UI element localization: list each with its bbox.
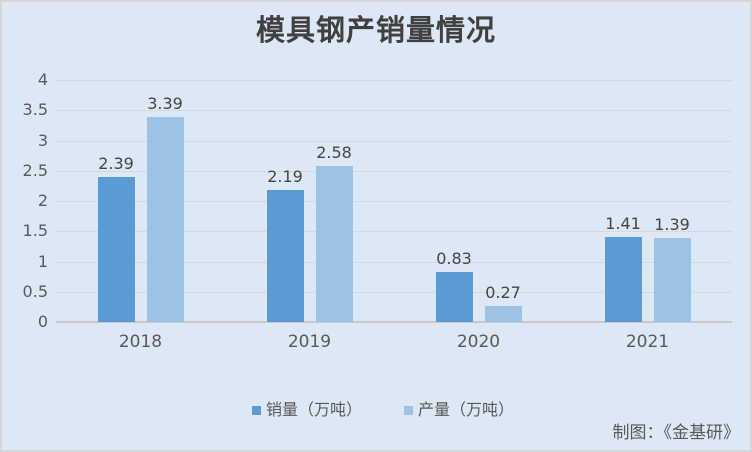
legend-label: 产量（万吨） [418,400,515,419]
source-note: 制图：《金基研》 [612,423,741,443]
y-axis-tick-label: 2.5 [22,160,48,180]
x-axis-category-label: 2019 [287,332,332,352]
gridline [56,201,732,202]
bar-series2-2021 [653,237,691,322]
legend-swatch-icon [251,405,261,415]
bar-value-label: 0.27 [485,282,521,302]
bar-value-label: 0.83 [436,248,472,268]
legend-item-series1: 销量（万吨） [251,400,362,419]
bar-series1-2020 [435,271,473,322]
x-axis-category-label: 2018 [118,332,163,352]
y-axis-tick-label: 0.5 [22,281,48,301]
bar-series2-2018 [146,116,184,322]
x-axis-category-label: 2021 [625,332,670,352]
bar-value-label: 1.41 [605,213,641,233]
bar-series1-2018 [97,177,135,322]
gridline [56,110,732,112]
y-axis-tick-label: 3 [37,130,48,150]
y-axis-tick-label: 1 [37,251,48,271]
y-axis-tick-label: 2 [37,191,48,210]
gridline [56,231,732,233]
legend-item-series2: 产量（万吨） [404,401,514,419]
bar-value-label: 2.58 [316,142,352,162]
legend-label: 销量（万吨） [265,400,362,419]
gridline [56,261,732,263]
plot-area: 4 3.5 3 2.5 2 1.5 1 0.5 0 2.39 3.39 2.19 2.58 0.83 0.… [23,70,732,352]
y-axis-tick-label: 3.5 [22,100,48,120]
gridline [56,170,732,172]
bar-series2-2020 [484,305,522,322]
y-axis-tick-label: 0 [37,312,48,331]
x-axis-category-label: 2020 [456,332,501,352]
bar-series2-2019 [315,165,353,322]
bar-series1-2021 [604,236,642,322]
legend-swatch-icon [404,405,413,415]
chart-title: 模具钢产销量情况 [255,13,496,47]
y-axis-tick-label: 1.5 [22,221,48,241]
gridline [56,80,732,81]
bar-value-label: 2.39 [98,154,134,174]
bar-value-label: 3.39 [147,93,183,113]
bar-value-label: 1.39 [654,214,690,234]
y-axis-tick-label: 4 [37,70,48,89]
gridline [56,291,732,293]
x-axis-line [56,321,732,323]
bar-series1-2019 [266,189,304,322]
gridline [56,140,732,142]
legend: 销量（万吨） 产量（万吨） [2,401,750,419]
bar-value-label: 2.19 [267,166,303,186]
